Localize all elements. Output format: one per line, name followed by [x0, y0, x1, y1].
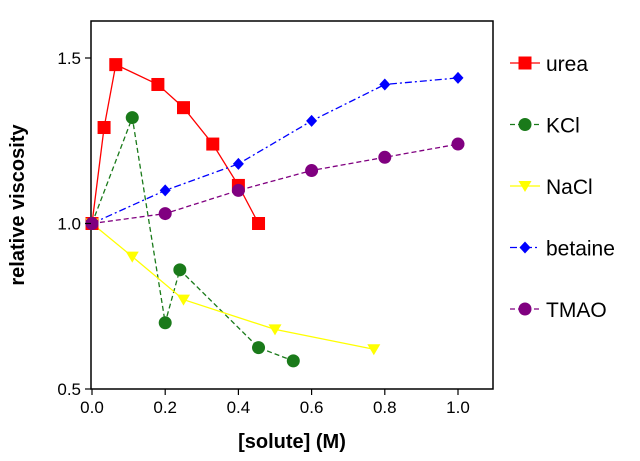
betaine-point [452, 71, 464, 84]
kcl-point [252, 341, 266, 355]
nacl-point [177, 294, 190, 306]
legend-item-tmao: TMAO [510, 299, 607, 322]
legend-item-nacl: NaCl [510, 176, 593, 199]
x-tick-label: 0.8 [373, 398, 397, 417]
series-markers [85, 58, 465, 368]
urea-point [109, 58, 123, 72]
legend: urea KCl NaCl betaine TMAO [510, 53, 615, 322]
betaine-point [306, 114, 318, 127]
legend-swatch-marker [519, 241, 531, 254]
urea-point [97, 121, 111, 135]
legend-swatch-marker [518, 181, 532, 192]
x-tick-label: 1.0 [446, 398, 470, 417]
urea-point [252, 217, 266, 230]
betaine-point [379, 78, 391, 91]
kcl-point [173, 263, 187, 277]
y-tick-label: 0.5 [57, 380, 81, 399]
urea-point [206, 137, 220, 151]
legend-item-betaine: betaine [510, 238, 615, 261]
legend-label: urea [546, 53, 588, 76]
kcl-point [158, 316, 172, 330]
legend-item-kcl: KCl [510, 115, 580, 138]
legend-label: betaine [546, 238, 615, 261]
y-axis-title: relative viscosity [7, 124, 29, 286]
tmao-point [85, 217, 99, 230]
legend-item-urea: urea [510, 53, 588, 76]
plot-area [90, 20, 494, 390]
betaine-point [159, 184, 171, 197]
nacl-point [268, 324, 282, 336]
legend-swatch-marker [518, 56, 532, 70]
tmao-point [451, 137, 465, 151]
tmao-point [378, 150, 392, 164]
x-axis: 0.0 0.2 0.4 0.6 0.8 1.0 [80, 389, 470, 417]
urea-line [91, 63, 260, 224]
urea-point [151, 77, 165, 91]
urea-point [177, 101, 190, 115]
tmao-point [158, 207, 172, 221]
y-tick-label: 1.5 [57, 49, 81, 68]
betaine-point [232, 157, 244, 170]
x-tick-label: 0.6 [300, 398, 324, 417]
nacl-point [125, 251, 139, 263]
tmao-point [231, 183, 245, 197]
legend-label: KCl [546, 115, 580, 138]
nacl-point [367, 344, 381, 356]
tmao-line [91, 143, 459, 225]
y-tick-label: 1.0 [57, 215, 81, 234]
x-axis-title: [solute] (M) [238, 431, 346, 453]
legend-label: NaCl [546, 176, 593, 199]
x-tick-label: 0.4 [227, 398, 251, 417]
kcl-point [286, 354, 300, 368]
tmao-point [305, 164, 319, 178]
y-axis: 0.5 1.0 1.5 [57, 49, 91, 399]
betaine-line [91, 77, 459, 225]
legend-label: TMAO [546, 299, 607, 322]
legend-swatch-marker [518, 302, 532, 316]
x-tick-label: 0.2 [153, 398, 177, 417]
x-tick-label: 0.0 [80, 398, 104, 417]
legend-swatch-marker [518, 118, 532, 131]
kcl-point [125, 111, 139, 125]
